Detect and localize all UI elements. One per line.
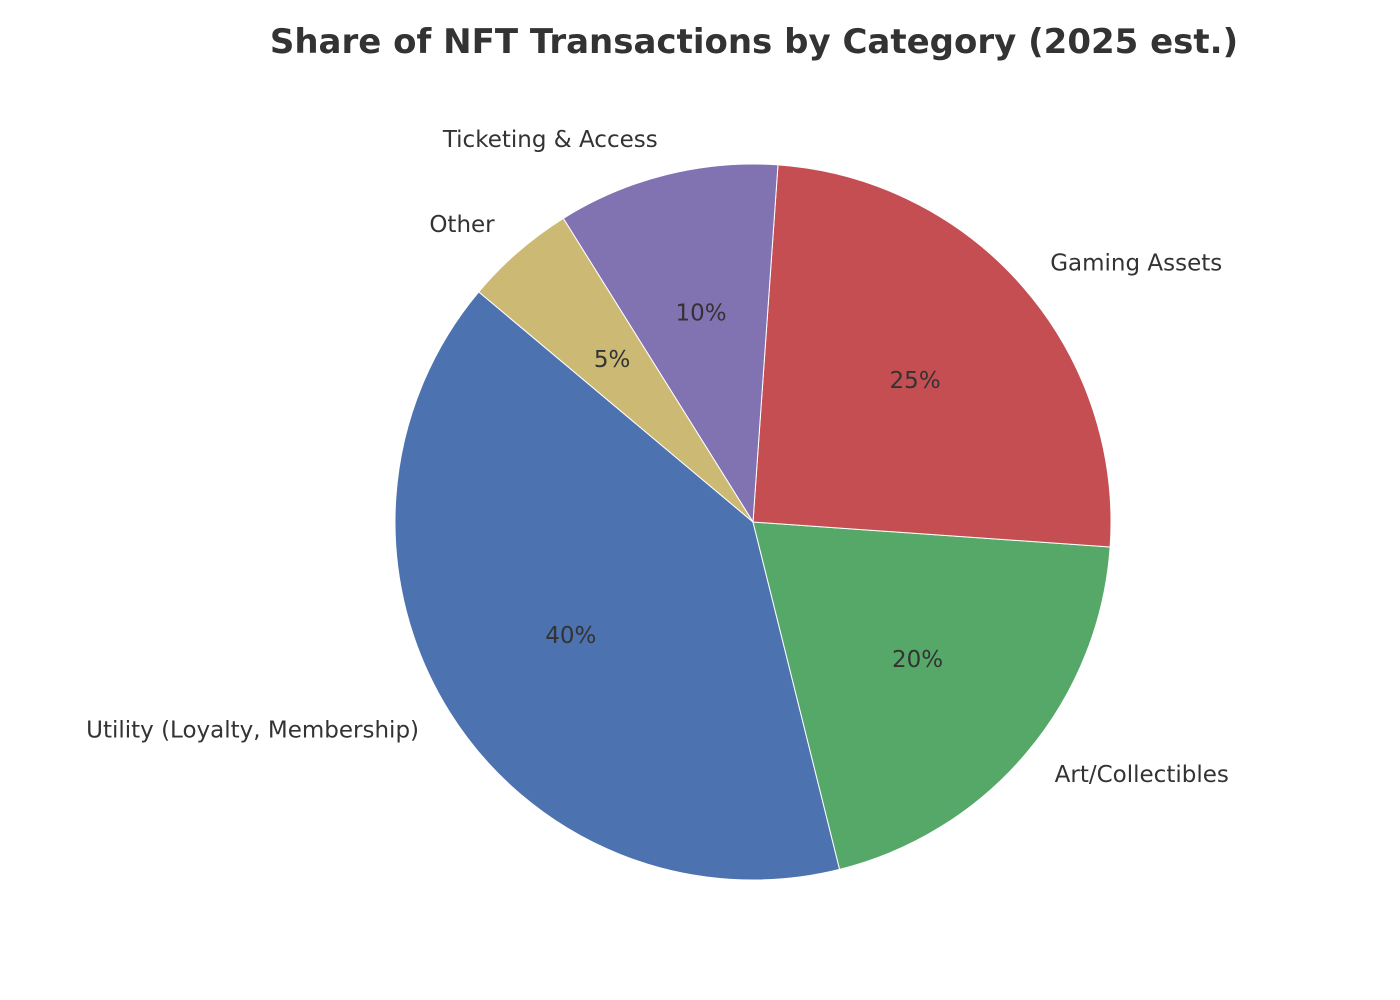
- pie-labels: 40% Utility (Loyalty, Membership) 20% Art/C…: [86, 127, 1229, 788]
- pct-label-ticketing-access: 10%: [675, 301, 726, 327]
- pie-slices: [394, 163, 1112, 881]
- pct-label-art-collectibles: 20%: [892, 647, 943, 673]
- pie-slice-ticketing-access: [562, 163, 779, 524]
- chart-title: Share of NFT Transactions by Category (2…: [269, 22, 1239, 62]
- pie-slice-art-collectibles: [752, 521, 1111, 870]
- pct-label-utility-loyalty-membership: 40%: [545, 623, 596, 649]
- category-label-other: Other: [429, 212, 495, 238]
- pie-slice-utility-loyalty-membership: [394, 291, 841, 881]
- category-label-art-collectibles: Art/Collectibles: [1055, 762, 1229, 788]
- category-label-utility-loyalty-membership: Utility (Loyalty, Membership): [86, 718, 419, 744]
- pie-slice-other: [478, 217, 754, 523]
- pct-label-other: 5%: [594, 347, 631, 373]
- pie-slice-gaming-assets: [752, 164, 1112, 548]
- pct-label-gaming-assets: 25%: [890, 368, 941, 394]
- category-label-ticketing-access: Ticketing & Access: [442, 127, 658, 153]
- category-label-gaming-assets: Gaming Assets: [1050, 251, 1222, 277]
